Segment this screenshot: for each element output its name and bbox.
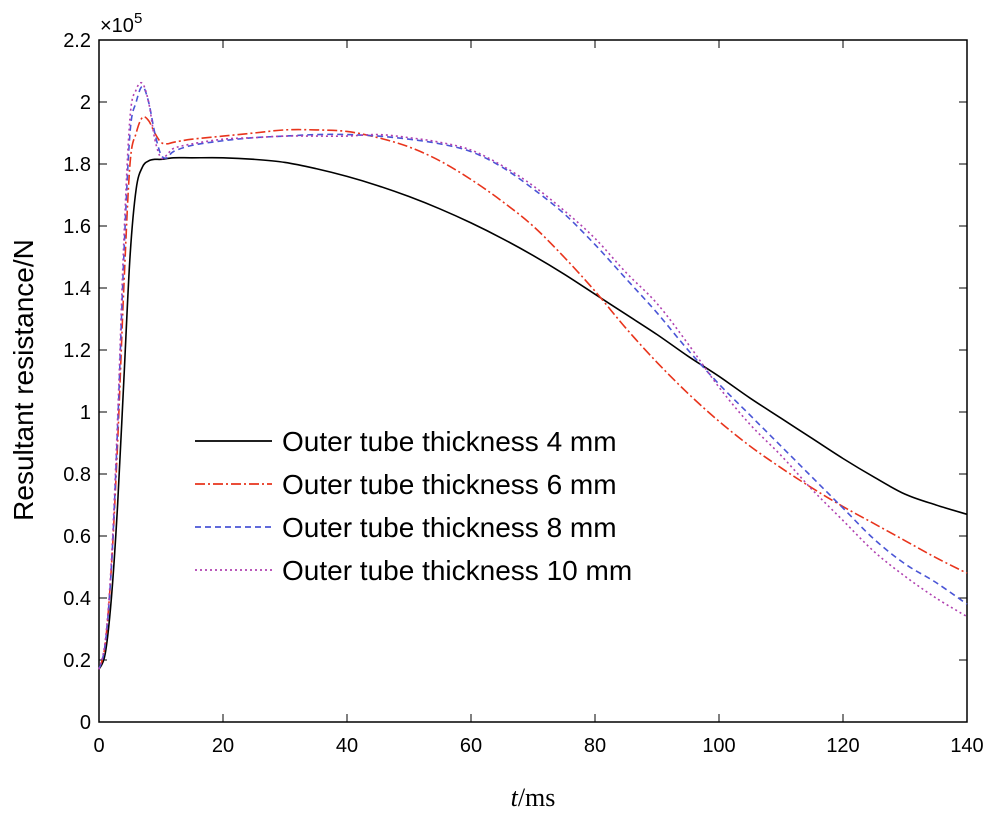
y-tick-label: 0.2 [63, 650, 91, 672]
x-tick-label: 120 [826, 735, 859, 757]
y-tick-label: 1.6 [63, 216, 91, 238]
series-line-3 [98, 85, 968, 670]
x-tick-label: 40 [336, 735, 358, 757]
series-lines [98, 81, 968, 670]
x-tick-label: 140 [950, 735, 983, 757]
legend-label: Outer tube thickness 10 mm [282, 555, 632, 586]
x-tick-label: 80 [584, 735, 606, 757]
y-tick-label: 0.4 [63, 588, 91, 610]
x-tick-label: 100 [702, 735, 735, 757]
y-exponent: ×105 [100, 10, 142, 37]
y-tick-label: 0.8 [63, 464, 91, 486]
y-tick-label: 2 [80, 92, 91, 114]
x-axis-label-unit: /ms [518, 783, 556, 812]
y-tick-label: 2.2 [63, 30, 91, 52]
legend: Outer tube thickness 4 mm Outer tube thic… [195, 426, 632, 586]
x-tick-label: 0 [93, 735, 104, 757]
legend-label: Outer tube thickness 8 mm [282, 512, 617, 543]
plot-area [98, 39, 968, 723]
y-tick-label: 1 [80, 402, 91, 424]
y-axis-label: Resultant resistance/N [8, 239, 39, 521]
x-tick-label: 60 [460, 735, 482, 757]
y-tick-label: 0 [80, 712, 91, 734]
y-tick-label: 1.2 [63, 340, 91, 362]
y-tick-label: 1.8 [63, 154, 91, 176]
y-tick-label: 1.4 [63, 278, 91, 300]
legend-label: Outer tube thickness 4 mm [282, 426, 617, 457]
axis-ticks [98, 39, 968, 723]
y-tick-label: 0.6 [63, 526, 91, 548]
series-line-1 [98, 156, 968, 670]
x-axis-label-italic: t [511, 783, 519, 812]
series-line-2 [98, 115, 968, 670]
x-tick-label: 20 [212, 735, 234, 757]
x-axis-label: t/ms [511, 783, 556, 812]
y-exponent-base: ×10 [100, 15, 134, 37]
x-tick-labels: 0 20 40 60 80 100 120 140 [93, 735, 983, 757]
series-line-4 [98, 81, 968, 670]
legend-label: Outer tube thickness 6 mm [282, 469, 617, 500]
y-tick-labels: 0 0.2 0.4 0.6 0.8 1 1.2 1.4 1.6 1.8 2 2.2 [63, 30, 91, 734]
y-exponent-power: 5 [134, 10, 142, 27]
